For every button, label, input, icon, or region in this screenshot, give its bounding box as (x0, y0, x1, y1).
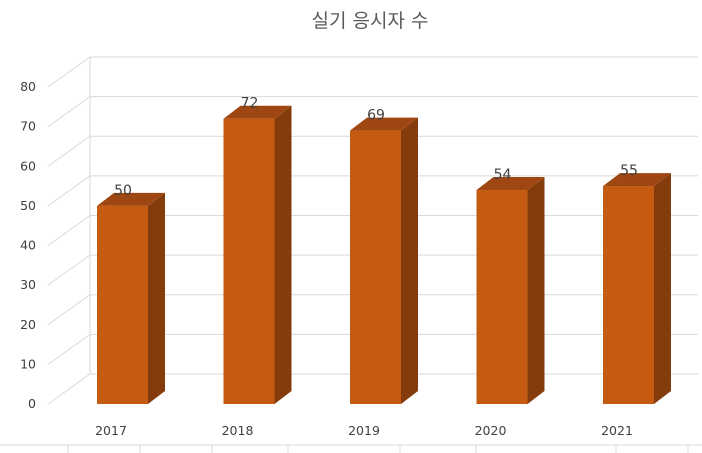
chart-title: 실기 응시자 수 (312, 10, 429, 32)
bars (97, 105, 671, 405)
bar-top-face (350, 117, 418, 131)
bar-side-face (527, 177, 545, 404)
y-tick-label: 60 (20, 158, 36, 173)
category-label-2020: 2020 (475, 423, 507, 438)
data-label-2017: 50 (114, 183, 132, 199)
bar-top-face (603, 173, 671, 187)
data-label-2020: 54 (494, 167, 512, 183)
bar-2020 (476, 177, 545, 404)
bar-2021 (603, 173, 671, 404)
gridline-80 (47, 56, 698, 88)
category-label-2019: 2019 (348, 423, 380, 438)
bar-2017 (97, 192, 165, 404)
y-tick-label: 70 (20, 119, 36, 134)
bar-side-face (148, 192, 165, 404)
gridlines (0, 56, 702, 453)
bar-top-face (97, 192, 165, 206)
category-label-2018: 2018 (222, 423, 254, 438)
y-tick-label: 20 (20, 317, 36, 332)
y-tick-label: 30 (20, 277, 36, 292)
y-axis-tick-labels: 0 10 20 30 40 50 60 70 80 (20, 79, 36, 411)
bar-front-face (603, 186, 654, 404)
bar-front-face (97, 205, 148, 404)
y-tick-label: 40 (20, 238, 36, 253)
bar-side-face (401, 117, 418, 405)
bar-2018 (223, 105, 292, 404)
category-label-2017: 2017 (95, 423, 127, 438)
bar-front-face (350, 130, 401, 404)
bar-2019 (350, 117, 418, 405)
data-label-2021: 55 (620, 163, 638, 179)
x-axis-category-labels: 2017 2018 2019 2020 2021 (95, 423, 633, 438)
data-label-2018: 72 (241, 96, 259, 112)
bar-top-face (223, 105, 292, 119)
y-tick-label: 0 (28, 396, 36, 411)
y-tick-label: 10 (20, 356, 36, 371)
bar-front-face (223, 118, 275, 404)
bar-side-face (654, 173, 671, 404)
category-label-2021: 2021 (601, 423, 633, 438)
data-labels: 50 72 69 54 55 (114, 96, 638, 199)
bar-front-face (476, 190, 528, 404)
y-tick-label: 80 (20, 79, 36, 94)
data-label-2019: 69 (367, 108, 385, 124)
y-tick-label: 50 (20, 198, 36, 213)
bar-top-face (476, 177, 545, 191)
bar-side-face (274, 105, 292, 404)
